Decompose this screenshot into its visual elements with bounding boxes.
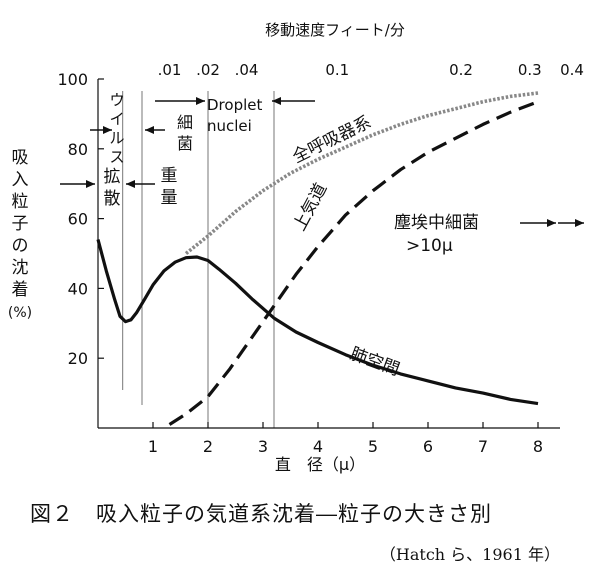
y-tick-label-20: 20 — [68, 349, 88, 368]
x-tick-label-8: 8 — [533, 437, 543, 456]
juuryou-char-1: 量 — [161, 188, 178, 208]
y-tick-label-80: 80 — [68, 140, 88, 159]
arrow-virus-right-head — [103, 126, 112, 134]
label-haikukan: 肺空間 — [347, 344, 402, 380]
x-ticks: 1 2 3 4 5 6 7 8 — [148, 422, 543, 456]
top-tick-label-5: 0.3 — [518, 61, 542, 79]
arrow-dust-1-head — [547, 219, 556, 227]
y-tick-label-40: 40 — [68, 279, 88, 298]
x-axis-label: 直 径（μ） — [275, 455, 365, 474]
x-tick-label-7: 7 — [478, 437, 488, 456]
arrow-dust-2-head — [575, 219, 584, 227]
label-juuryou: 重量 — [161, 166, 178, 208]
top-tick-label-4: 0.2 — [449, 61, 473, 79]
series-line-2 — [184, 91, 539, 255]
figure-source: （Hatch ら、1961 年） — [379, 545, 560, 564]
arrow-left-diffusion-head — [86, 180, 95, 188]
y-label-char-5: 沈 — [12, 258, 29, 278]
x-tick-label-3: 3 — [258, 437, 268, 456]
label-joukidou: 上気道 — [290, 180, 332, 234]
top-tick-label-6: 0.4 — [560, 61, 584, 79]
y-label-char-1: 入 — [12, 170, 29, 190]
juuryou-char-0: 重 — [161, 166, 178, 186]
series-line-0 — [96, 239, 539, 406]
y-tick-label-60: 60 — [68, 210, 88, 229]
figure-caption: 図２ 吸入粒子の気道系沈着―粒子の大きさ別 — [30, 502, 492, 526]
top-ticks: .01 .02 .04 0.1 0.2 0.3 0.4 — [158, 61, 584, 79]
label-nuclei: nuclei — [207, 117, 252, 135]
label-dust: 塵埃中細菌 — [394, 213, 479, 233]
label-saikin: 細菌 — [177, 113, 193, 153]
x-tick-label-4: 4 — [313, 437, 323, 456]
saikin-char-0: 細 — [177, 113, 193, 132]
label-dust-size: >10μ — [406, 236, 453, 256]
x-tick-label-1: 1 — [148, 437, 158, 456]
top-tick-label-2: .04 — [235, 61, 259, 79]
arrow-gravity-head — [126, 180, 135, 188]
arrow-droplet-right-head — [196, 97, 205, 105]
virus-char-2: ル — [109, 129, 124, 147]
top-axis-title: 移動速度フィート/分 — [265, 21, 405, 39]
label-droplet: Droplet — [207, 96, 262, 114]
series-line-1 — [168, 100, 539, 426]
x-tick-label-6: 6 — [423, 437, 433, 456]
y-label-char-0: 吸 — [12, 148, 29, 168]
y-label-char-7: (%) — [8, 305, 32, 321]
saikin-char-1: 菌 — [177, 134, 193, 153]
series-layer — [96, 91, 539, 426]
deposition-chart: 20 40 60 80 100 1 2 3 4 5 6 7 8 .01 .02 .04 0.1 0.2 0.3 0… — [8, 21, 584, 474]
y-label-char-3: 子 — [12, 214, 29, 234]
arrow-droplet-left-head — [272, 97, 281, 105]
annotation-arrows — [60, 97, 584, 227]
virus-char-1: イ — [109, 110, 124, 128]
kakusan-char-1: 散 — [104, 189, 121, 209]
top-tick-label-1: .02 — [196, 61, 220, 79]
virus-char-3: ス — [109, 148, 124, 166]
x-tick-label-5: 5 — [368, 437, 378, 456]
label-kakusan: 拡散 — [104, 167, 121, 209]
arrow-bacteria-left-head — [145, 126, 154, 134]
top-tick-label-0: .01 — [158, 61, 182, 79]
x-tick-label-2: 2 — [203, 437, 213, 456]
y-tick-label-100: 100 — [57, 70, 88, 89]
y-label-char-2: 粒 — [12, 192, 29, 212]
virus-char-0: ウ — [109, 91, 124, 109]
top-tick-label-3: 0.1 — [325, 61, 349, 79]
kakusan-char-0: 拡 — [104, 167, 121, 187]
y-ticks: 20 40 60 80 100 — [57, 70, 104, 368]
y-label-char-6: 着 — [12, 280, 29, 300]
reference-lines — [122, 91, 275, 428]
y-label-char-4: の — [12, 236, 29, 256]
